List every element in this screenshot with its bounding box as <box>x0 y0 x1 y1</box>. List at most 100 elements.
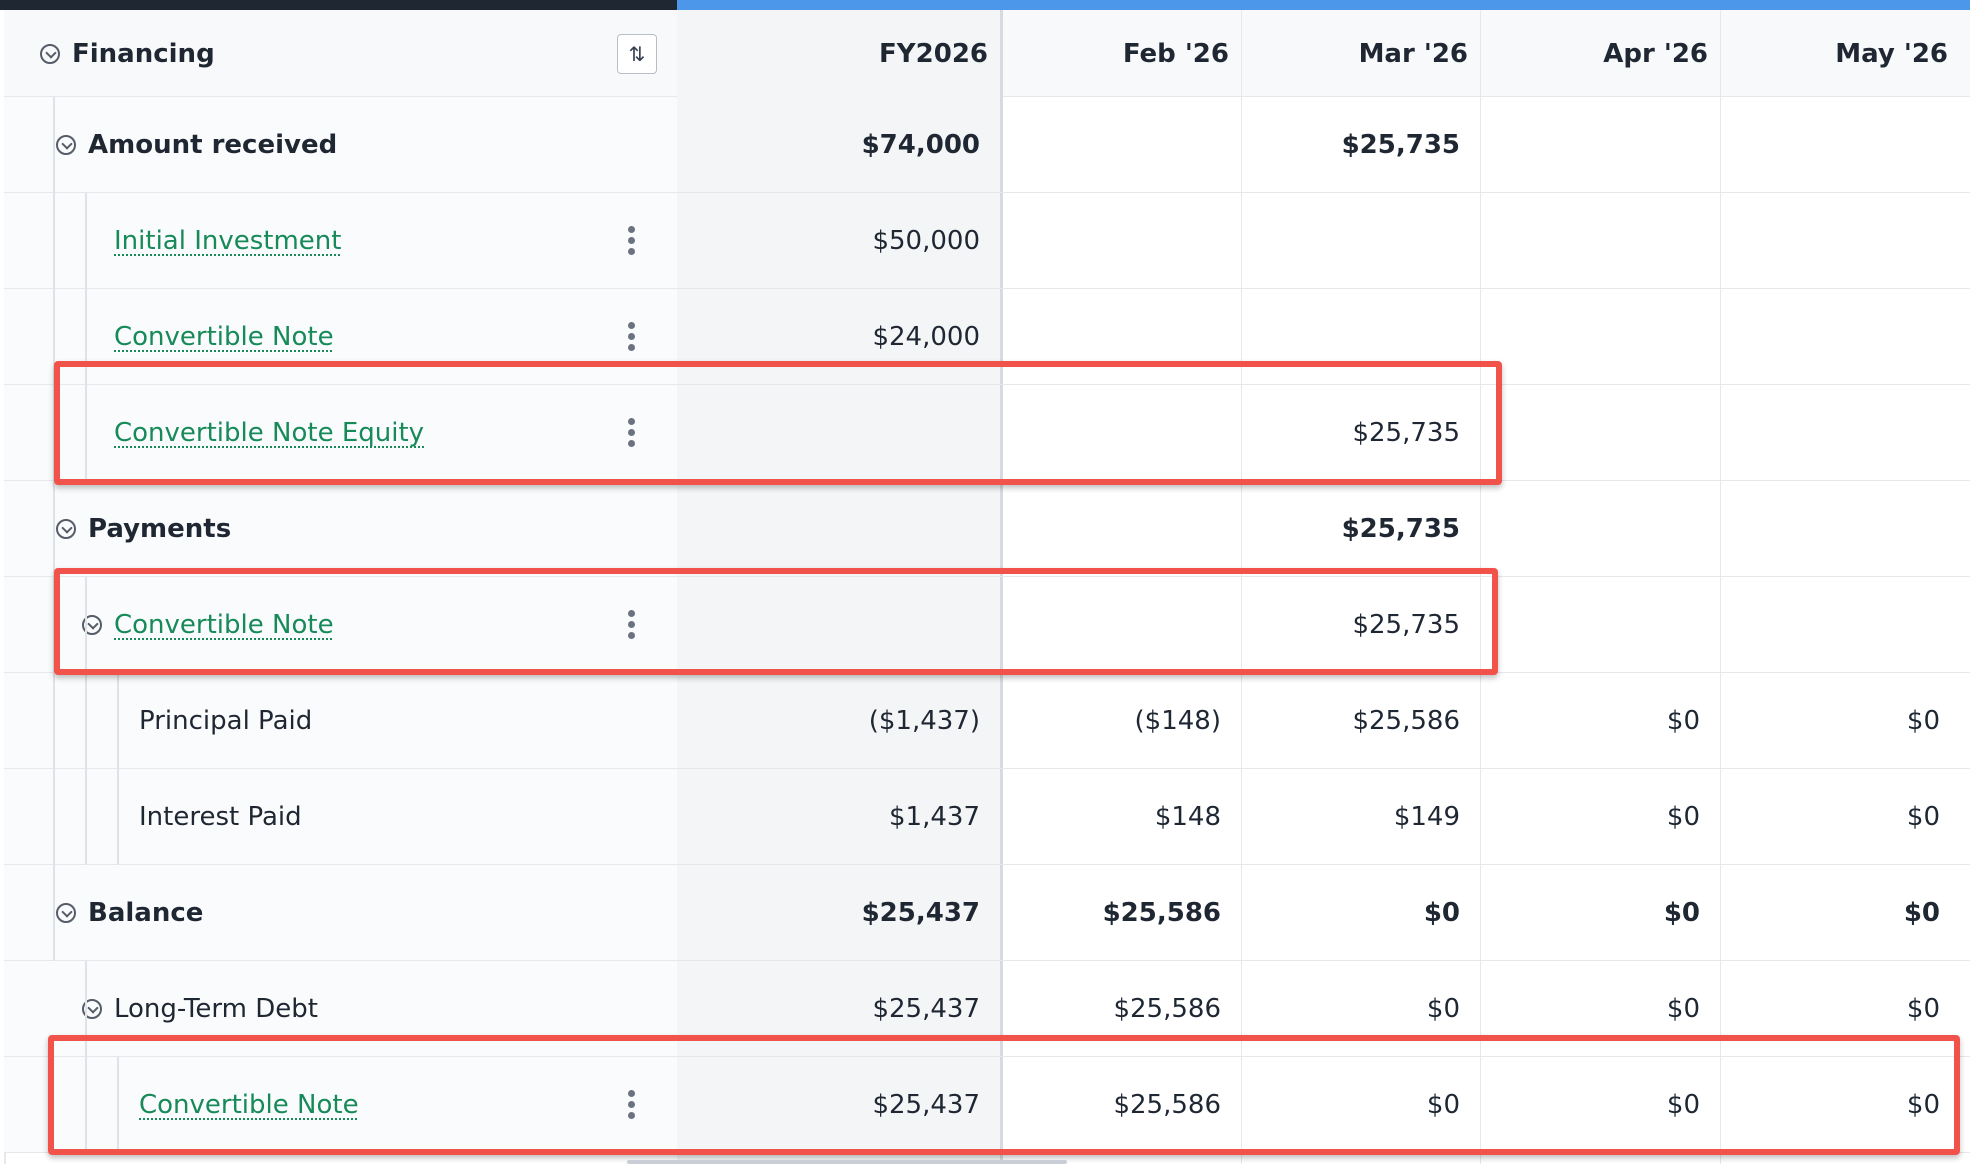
cell-fy2026[interactable]: ($1,437) <box>868 706 980 736</box>
cell-may26[interactable] <box>1720 577 1960 673</box>
table-row[interactable] <box>4 97 1970 193</box>
cell-mar26[interactable]: $0 <box>1426 1090 1460 1120</box>
cell-apr26[interactable] <box>1480 385 1720 481</box>
cell-may26[interactable]: $0 <box>1906 802 1940 832</box>
cell-fy2026[interactable]: $1,437 <box>889 802 980 832</box>
cell-apr26[interactable] <box>1480 97 1720 193</box>
cell-apr26[interactable]: $0 <box>1663 898 1700 928</box>
cell-feb26[interactable]: $148 <box>1154 802 1221 832</box>
chevron-down-icon[interactable] <box>82 615 102 635</box>
column-header-feb26[interactable]: Feb '26 <box>1122 38 1229 69</box>
cell-may26[interactable]: $0 <box>1906 994 1940 1024</box>
column-header-may26[interactable]: May '26 <box>1835 38 1948 69</box>
row-link-text[interactable]: Convertible Note Equity <box>114 418 425 448</box>
row-label-text: Interest Paid <box>139 802 302 832</box>
chevron-down-icon[interactable] <box>56 135 76 155</box>
cell-feb26[interactable] <box>1003 385 1241 481</box>
cell-feb26[interactable] <box>1003 481 1241 577</box>
cell-feb26[interactable] <box>1003 97 1241 193</box>
cell-feb26[interactable] <box>1003 193 1241 289</box>
cell-may26[interactable]: $0 <box>1906 1090 1940 1120</box>
row-label[interactable]: Initial Investment <box>114 193 341 289</box>
cell-apr26[interactable]: $0 <box>1666 1090 1700 1120</box>
section-header[interactable]: Financing <box>40 10 215 97</box>
kebab-menu-icon[interactable] <box>627 320 635 354</box>
row-label-cell <box>4 577 677 672</box>
row-label-cell <box>4 769 677 864</box>
cell-may26[interactable] <box>1720 481 1960 577</box>
kebab-menu-icon[interactable] <box>627 224 635 258</box>
cell-feb26[interactable]: $25,586 <box>1113 1090 1221 1120</box>
table-row[interactable] <box>4 673 1970 769</box>
kebab-menu-icon[interactable] <box>627 416 635 450</box>
cell-mar26[interactable]: $0 <box>1423 898 1460 928</box>
row-link-text[interactable]: Convertible Note <box>139 1090 359 1120</box>
chevron-down-icon[interactable] <box>56 903 76 923</box>
row-label[interactable]: Convertible Note <box>82 577 334 673</box>
cell-apr26[interactable] <box>1480 577 1720 673</box>
row-link-text[interactable]: Initial Investment <box>114 226 342 256</box>
cell-fy2026[interactable] <box>677 385 1000 481</box>
cell-apr26[interactable] <box>1480 193 1720 289</box>
sort-button[interactable]: ⇅ <box>617 34 657 74</box>
row-label-cell <box>4 193 677 288</box>
row-label[interactable]: Convertible Note Equity <box>114 385 424 481</box>
chevron-down-icon[interactable] <box>56 519 76 539</box>
column-header-apr26[interactable]: Apr '26 <box>1603 38 1708 69</box>
column-header-fy2026[interactable]: FY2026 <box>879 38 988 69</box>
cell-feb26[interactable] <box>1003 577 1241 673</box>
cell-feb26[interactable]: $25,586 <box>1102 898 1221 928</box>
row-link-text[interactable]: Convertible Note <box>114 610 334 640</box>
cell-fy2026[interactable]: $74,000 <box>861 130 980 160</box>
cell-mar26[interactable] <box>1241 289 1480 385</box>
cell-feb26[interactable] <box>1003 289 1241 385</box>
cell-fy2026[interactable]: $25,437 <box>872 994 980 1024</box>
cell-may26[interactable]: $0 <box>1903 898 1940 928</box>
cell-may26[interactable] <box>1720 193 1960 289</box>
cell-mar26[interactable]: $25,735 <box>1352 610 1460 640</box>
table-row[interactable] <box>4 289 1970 385</box>
cell-mar26[interactable]: $25,735 <box>1341 130 1460 160</box>
table-row[interactable] <box>4 865 1970 961</box>
kebab-menu-icon[interactable] <box>627 608 635 642</box>
cell-feb26[interactable]: $25,586 <box>1113 994 1221 1024</box>
row-link-text[interactable]: Convertible Note <box>114 322 334 352</box>
cell-may26[interactable] <box>1720 385 1960 481</box>
cell-fy2026[interactable]: $24,000 <box>872 322 980 352</box>
cell-fy2026[interactable]: $25,437 <box>872 1090 980 1120</box>
cell-may26[interactable] <box>1720 289 1960 385</box>
kebab-menu-icon[interactable] <box>627 1088 635 1122</box>
cell-apr26[interactable] <box>1480 289 1720 385</box>
row-label-text: Payments <box>88 514 232 544</box>
cell-mar26[interactable]: $25,735 <box>1352 418 1460 448</box>
cell-mar26[interactable]: $149 <box>1393 802 1460 832</box>
cell-mar26[interactable]: $0 <box>1426 994 1460 1024</box>
chevron-down-icon[interactable] <box>82 999 102 1019</box>
cell-fy2026[interactable] <box>677 481 1000 577</box>
cell-fy2026[interactable]: $50,000 <box>872 226 980 256</box>
row-label: Payments <box>56 481 231 577</box>
cell-fy2026[interactable]: $25,437 <box>861 898 980 928</box>
horizontal-scrollbar[interactable] <box>627 1160 1067 1164</box>
table-row[interactable] <box>4 193 1970 289</box>
column-divider <box>1720 10 1721 1164</box>
cell-feb26[interactable]: ($148) <box>1134 706 1221 736</box>
chevron-down-icon[interactable] <box>40 43 60 64</box>
cell-apr26[interactable]: $0 <box>1666 994 1700 1024</box>
cell-apr26[interactable] <box>1480 481 1720 577</box>
cell-may26[interactable]: $0 <box>1906 706 1940 736</box>
row-label[interactable]: Convertible Note <box>139 1057 359 1153</box>
column-header-mar26[interactable]: Mar '26 <box>1358 38 1468 69</box>
cell-may26[interactable] <box>1720 97 1960 193</box>
cell-apr26[interactable]: $0 <box>1666 802 1700 832</box>
tree-guide-line <box>85 961 87 1153</box>
table-row[interactable] <box>4 481 1970 577</box>
cell-fy2026[interactable] <box>677 577 1000 673</box>
cell-mar26[interactable]: $25,586 <box>1352 706 1460 736</box>
table-row[interactable] <box>4 769 1970 865</box>
row-label[interactable]: Convertible Note <box>114 289 334 385</box>
cell-mar26[interactable] <box>1241 193 1480 289</box>
cell-mar26[interactable]: $25,735 <box>1341 514 1460 544</box>
cell-apr26[interactable]: $0 <box>1666 706 1700 736</box>
